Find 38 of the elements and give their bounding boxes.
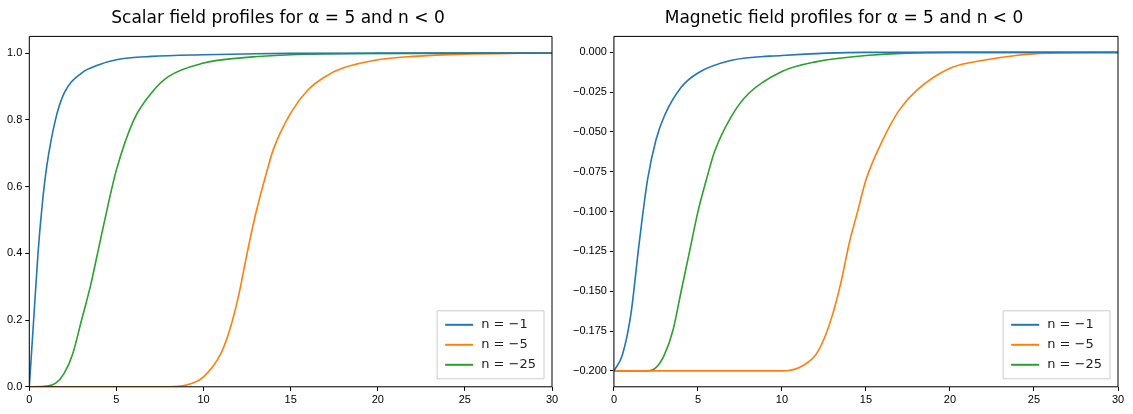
- legend-label: n = −5: [481, 336, 528, 352]
- y-tick-label: 0.0: [6, 379, 23, 392]
- legend-label: n = −25: [481, 356, 537, 372]
- chart-title: Magnetic field profiles for α = 5 and n < 0: [664, 6, 1024, 27]
- y-tick-label: 1.0: [6, 46, 23, 59]
- x-tick-label: 30: [1111, 393, 1125, 406]
- chart-title: Scalar field profiles for α = 5 and n < 0: [111, 6, 445, 27]
- x-tick-label: 25: [1027, 393, 1041, 406]
- legend-label: n = −25: [1047, 356, 1103, 372]
- x-tick-label: 30: [545, 393, 559, 406]
- y-tick-label: −0.050: [573, 124, 607, 137]
- y-tick-label: −0.200: [573, 363, 607, 376]
- x-tick-label: 5: [694, 393, 702, 406]
- line-series: [613, 51, 1118, 372]
- legend-label: n = −1: [1047, 316, 1094, 332]
- x-tick-label: 0: [610, 393, 618, 406]
- y-tick-label: −0.100: [573, 204, 607, 217]
- y-tick-label: −0.175: [573, 324, 607, 337]
- y-tick-label: −0.150: [573, 284, 607, 297]
- x-tick-label: 20: [943, 393, 957, 406]
- x-tick-label: 20: [371, 393, 384, 406]
- y-tick-label: −0.075: [573, 164, 607, 177]
- x-tick-label: 10: [775, 393, 789, 406]
- x-tick-label: 0: [26, 393, 33, 406]
- y-tick-label: 0.6: [6, 179, 23, 192]
- legend-label: n = −5: [1047, 336, 1094, 352]
- x-tick-label: 25: [458, 393, 472, 406]
- x-tick-label: 15: [284, 393, 297, 406]
- y-tick-label: 0.2: [6, 313, 23, 326]
- x-tick-label: 10: [197, 393, 210, 406]
- y-tick-label: 0.4: [6, 246, 23, 259]
- y-tick-label: −0.125: [573, 244, 607, 257]
- y-tick-label: 0.8: [6, 112, 23, 125]
- y-tick-label: 0.000: [579, 45, 607, 58]
- y-tick-label: −0.025: [573, 85, 607, 98]
- x-tick-label: 15: [859, 393, 873, 406]
- legend-label: n = −1: [481, 316, 528, 332]
- x-tick-label: 5: [113, 393, 120, 406]
